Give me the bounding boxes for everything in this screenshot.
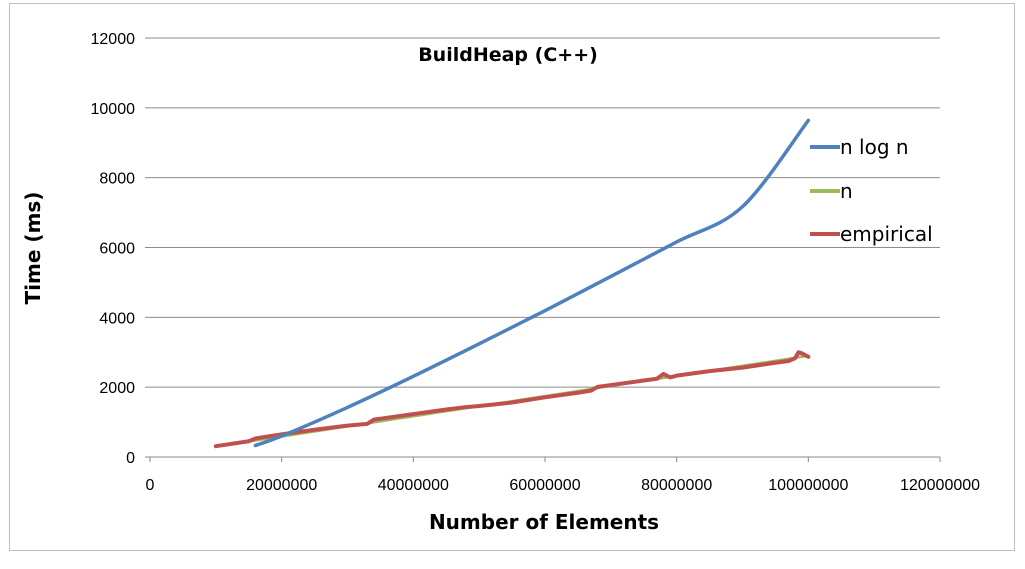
- y-axis-title: Time (ms): [21, 192, 45, 305]
- series-line-empirical: [213, 350, 811, 449]
- x-tick-label: 40000000: [378, 477, 449, 494]
- y-tick-label: 10000: [91, 101, 136, 118]
- chart-frame: [9, 3, 1015, 551]
- chart-title: BuildHeap (C++): [418, 44, 598, 66]
- series-layer: [213, 118, 811, 449]
- series-line-n-log-n: [253, 118, 811, 448]
- x-tick-label: 20000000: [246, 477, 317, 494]
- x-tick-label: 100000000: [768, 477, 848, 494]
- x-axis-ticks: 0 20000000 40000000 60000000 80000000 1000000…: [146, 457, 980, 494]
- x-tick-label: 80000000: [641, 477, 712, 494]
- y-tick-label: 2000: [99, 380, 135, 397]
- y-tick-label: 4000: [99, 310, 135, 327]
- x-tick-label: 0: [146, 477, 155, 494]
- legend-label: n: [840, 179, 853, 203]
- x-tick-label: 120000000: [900, 477, 980, 494]
- y-axis-ticks: 0 2000 4000 6000 8000 10000 12000: [91, 31, 150, 467]
- legend-label: n log n: [840, 135, 909, 159]
- x-axis-title: Number of Elements: [429, 510, 659, 534]
- gridlines: [150, 37, 940, 388]
- y-tick-label: 0: [126, 450, 135, 467]
- legend: n log n n empirical: [810, 135, 933, 246]
- y-tick-label: 6000: [99, 241, 135, 258]
- y-tick-label: 12000: [91, 31, 136, 48]
- legend-label: empirical: [840, 222, 933, 246]
- y-tick-label: 8000: [99, 171, 135, 188]
- x-tick-label: 60000000: [509, 477, 580, 494]
